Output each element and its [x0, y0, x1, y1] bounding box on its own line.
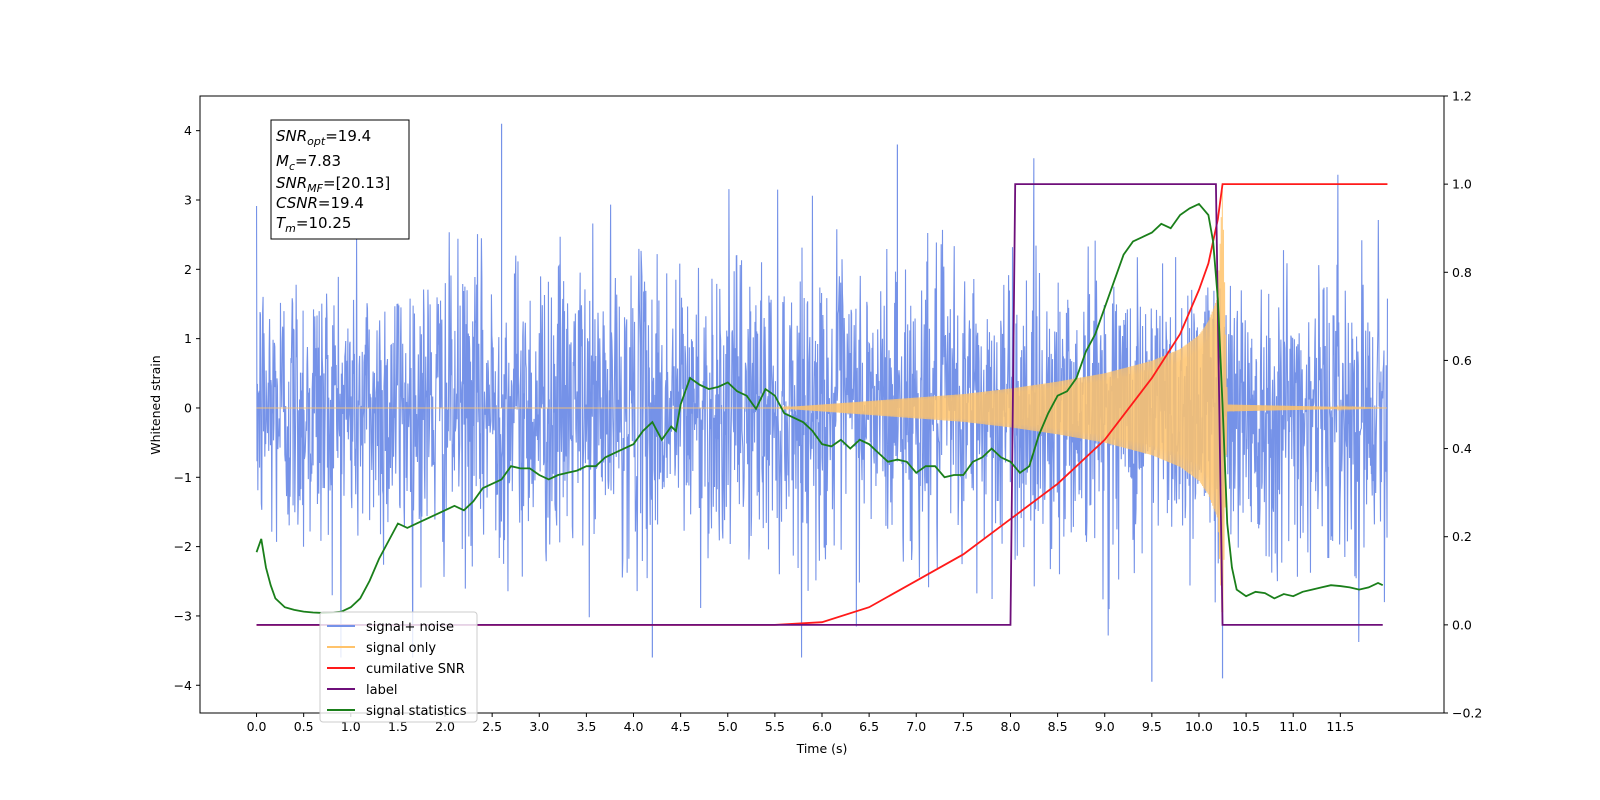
x-tick-label: 2.5 — [482, 719, 502, 734]
x-tick-label: 9.5 — [1142, 719, 1162, 734]
x-tick-label: 9.0 — [1095, 719, 1115, 734]
y-tick-label: 2 — [184, 262, 192, 277]
info-row-symbol: T — [276, 214, 287, 232]
x-tick-label: 6.5 — [859, 719, 879, 734]
x-tick-label: 3.0 — [529, 719, 549, 734]
info-row-subscript: opt — [307, 135, 326, 148]
x-tick-label: 8.0 — [1001, 719, 1021, 734]
y2-tick-label: −0.2 — [1452, 706, 1482, 721]
info-row-value: =[20.13] — [323, 174, 390, 192]
x-tick-label: 8.5 — [1048, 719, 1068, 734]
legend-label: signal+ noise — [366, 620, 454, 635]
info-row-value: =10.25 — [296, 214, 352, 232]
info-row-value: =19.4 — [325, 127, 371, 145]
y-tick-label: 0 — [184, 400, 192, 415]
x-tick-label: 10.5 — [1232, 719, 1260, 734]
info-row-symbol: SNR — [276, 127, 307, 145]
x-tick-label: 5.5 — [765, 719, 785, 734]
y-tick-label: −1 — [174, 470, 192, 485]
y-tick-label: 4 — [184, 123, 192, 138]
legend-label: label — [366, 683, 397, 698]
info-row-value: =7.83 — [295, 152, 341, 170]
x-tick-label: 10.0 — [1185, 719, 1213, 734]
plot-area — [255, 123, 1388, 682]
x-tick-label: 0.0 — [247, 719, 267, 734]
y-axis-label: Whitened strain — [148, 355, 163, 454]
legend-label: cumilative SNR — [366, 662, 465, 677]
x-tick-label: 2.0 — [435, 719, 455, 734]
x-tick-label: 11.5 — [1326, 719, 1354, 734]
info-box: SNRopt=19.4Mc=7.83SNRMF=[20.13]CSNR=19.4… — [270, 119, 410, 240]
x-tick-label: 5.0 — [718, 719, 738, 734]
legend-label: signal only — [366, 641, 436, 656]
y-tick-label: 1 — [184, 331, 192, 346]
x-tick-label: 1.5 — [388, 719, 408, 734]
x-axis-label: Time (s) — [796, 741, 848, 756]
y-axis-left: 4 3 2 1 0 −1 −2 −3 −4 — [174, 123, 200, 693]
x-tick-label: 6.0 — [812, 719, 832, 734]
y2-tick-label: 0.4 — [1452, 441, 1472, 456]
info-box-frame — [270, 119, 410, 240]
y-tick-label: −2 — [174, 539, 192, 554]
y2-tick-label: 0.0 — [1452, 617, 1472, 632]
info-box-row: Tm=10.25 — [276, 214, 351, 235]
y-tick-label: −4 — [174, 678, 192, 693]
legend-frame — [319, 611, 478, 723]
info-box-row: CSNR=19.4 — [276, 194, 364, 212]
series-signal-statistics — [255, 202, 1384, 614]
info-box-row: SNRMF=[20.13] — [276, 174, 390, 195]
y2-tick-label: 0.2 — [1452, 529, 1472, 544]
y-tick-label: 3 — [184, 192, 192, 207]
info-box-row: SNRopt=19.4 — [276, 127, 371, 148]
info-row-symbol: SNR — [276, 174, 307, 192]
x-tick-label: 0.5 — [294, 719, 314, 734]
y2-tick-label: 1.0 — [1452, 177, 1472, 192]
x-tick-label: 11.0 — [1279, 719, 1307, 734]
info-row-subscript: m — [285, 222, 296, 235]
info-row-symbol: CSNR — [276, 194, 318, 212]
series-signal-only — [256, 190, 1387, 613]
x-tick-label: 7.5 — [953, 719, 973, 734]
x-tick-label: 4.5 — [671, 719, 691, 734]
x-tick-label: 1.0 — [341, 719, 361, 734]
info-row-subscript: c — [289, 160, 295, 173]
x-tick-label: 3.5 — [576, 719, 596, 734]
y-axis-right: 1.2 1.0 0.8 0.6 0.4 0.2 0.0 −0.2 — [1444, 89, 1482, 721]
x-axis: 0.0 0.5 1.0 1.5 2.0 2.5 3.0 3.5 4.0 4.5 5.0 5.5 6.0 6… — [247, 713, 1354, 734]
legend-label: signal statistics — [366, 704, 467, 719]
y2-tick-label: 1.2 — [1452, 89, 1472, 104]
info-box-row: Mc=7.83 — [276, 152, 341, 173]
legend: signal+ noise signal only cumilative SNR la… — [319, 611, 478, 723]
y2-tick-label: 0.6 — [1452, 353, 1472, 368]
x-tick-label: 4.0 — [624, 719, 644, 734]
series-label — [256, 183, 1383, 626]
y-tick-label: −3 — [174, 608, 192, 623]
y2-tick-label: 0.8 — [1452, 265, 1472, 280]
info-row-value: =19.4 — [318, 194, 364, 212]
x-tick-label: 7.0 — [906, 719, 926, 734]
info-row-subscript: MF — [307, 182, 323, 195]
info-row-symbol: M — [276, 152, 289, 170]
